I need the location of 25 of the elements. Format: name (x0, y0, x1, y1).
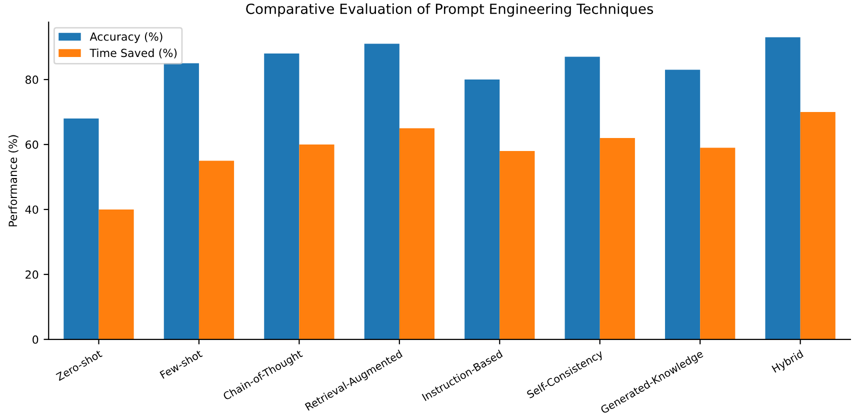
bar (600, 138, 635, 340)
chart-title: Comparative Evaluation of Prompt Engineering Techniques (246, 3, 654, 17)
bar (564, 56, 600, 340)
bar (700, 148, 736, 340)
legend-label: Accuracy (%) (90, 32, 162, 43)
bar (64, 118, 99, 340)
bar (299, 144, 334, 340)
y-tick-label: 80 (26, 76, 38, 84)
bar (500, 150, 535, 340)
y-axis-title: Performance (%) (8, 135, 18, 226)
bar (198, 160, 234, 340)
bar (364, 44, 400, 340)
bar (665, 70, 700, 340)
bar (98, 209, 134, 340)
bar (164, 63, 199, 340)
y-tick-label: 20 (26, 270, 38, 279)
bar (399, 128, 434, 340)
legend-label: Time Saved (%) (90, 48, 177, 58)
y-tick-label: 60 (26, 140, 38, 149)
y-tick-label: 0 (32, 335, 38, 344)
bar (264, 54, 300, 340)
bar (765, 37, 800, 340)
y-tick-label: 40 (25, 205, 38, 214)
bar (800, 112, 836, 340)
bar (464, 80, 500, 340)
